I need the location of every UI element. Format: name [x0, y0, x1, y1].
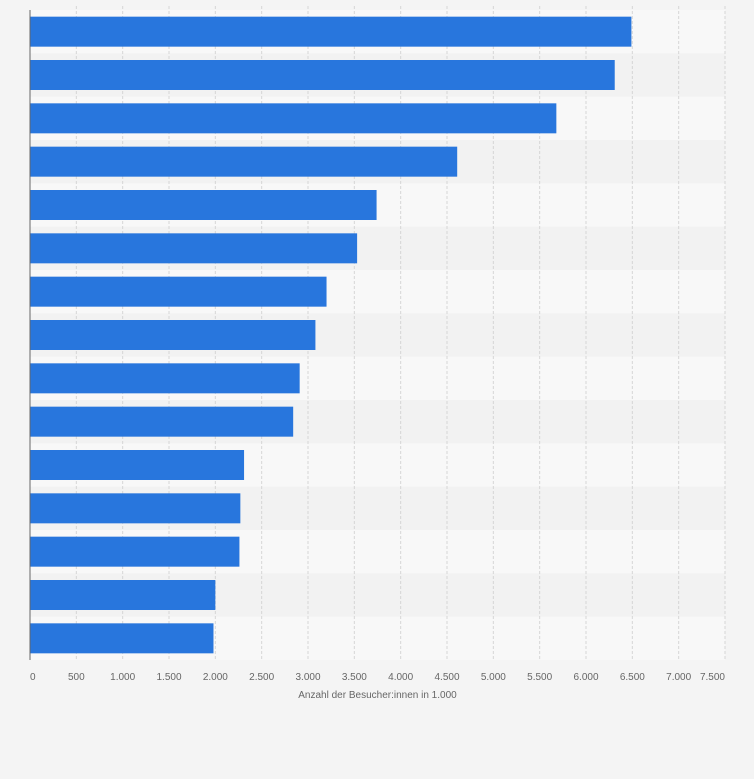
bar — [30, 146, 458, 177]
bar — [30, 320, 316, 350]
bar — [30, 406, 294, 437]
bar — [30, 623, 214, 654]
bar — [30, 16, 632, 47]
x-tick-label: 4.000 — [388, 672, 413, 683]
x-axis-title: Anzahl der Besucher:innen in 1.000 — [298, 690, 457, 701]
x-tick-label: 3.000 — [295, 672, 320, 683]
bar — [30, 493, 241, 524]
bars — [30, 16, 632, 654]
bar — [30, 536, 240, 567]
bar — [30, 60, 615, 90]
x-tick-label: 7.500 — [700, 672, 725, 683]
bar — [30, 190, 377, 220]
x-tick-label: 1.500 — [156, 672, 181, 683]
x-tick-label: 6.500 — [620, 672, 645, 683]
bar — [30, 450, 245, 480]
x-tick-labels: 0 500 1.000 1.500 2.000 2.500 3.000 3.500 4.000 4… — [30, 672, 725, 683]
x-tick-label: 5.000 — [481, 672, 506, 683]
x-tick-label: 1.000 — [110, 672, 135, 683]
x-tick-label: 6.000 — [573, 672, 598, 683]
x-tick-label: 0 — [30, 672, 36, 683]
bar — [30, 580, 216, 610]
x-tick-label: 7.000 — [666, 672, 691, 683]
x-tick-label: 2.500 — [249, 672, 274, 683]
bar — [30, 363, 300, 394]
bar — [30, 233, 358, 264]
bar — [30, 276, 327, 307]
bar — [30, 103, 557, 134]
x-tick-label: 2.000 — [203, 672, 228, 683]
x-tick-label: 500 — [68, 672, 85, 683]
x-tick-label: 5.500 — [527, 672, 552, 683]
x-tick-label: 3.500 — [342, 672, 367, 683]
x-tick-label: 4.500 — [434, 672, 459, 683]
